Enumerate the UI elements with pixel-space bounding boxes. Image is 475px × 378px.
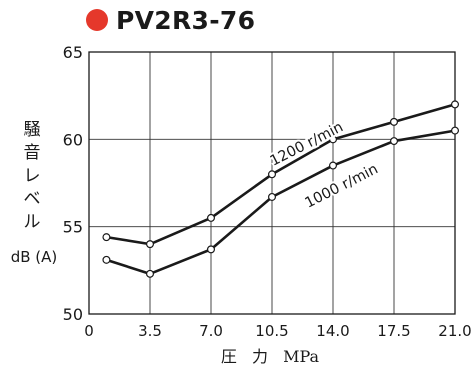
x-tick-label: 17.5: [377, 322, 410, 340]
x-tick-label: 21.0: [438, 322, 471, 340]
x-tick-labels: 0 3.5 7.0 10.5 14.0 17.5 21.0: [84, 322, 471, 340]
x-tick-label: 7.0: [199, 322, 223, 340]
x-tick-label: 10.5: [255, 322, 288, 340]
grid-lines: [89, 52, 455, 314]
data-point: [390, 117, 399, 126]
bullet-dot-icon: [86, 9, 108, 31]
series-line: [106, 103, 456, 246]
chart-title: PV2R3-76: [116, 5, 256, 35]
x-tick-label: 0: [84, 322, 94, 340]
plot-frame: [88, 51, 456, 315]
data-point: [451, 126, 460, 135]
data-point: [329, 161, 338, 170]
series-label: 1000 r/min: [303, 161, 381, 211]
y-tick-label: 55: [63, 218, 83, 237]
x-tick-label: 14.0: [316, 322, 349, 340]
y-tick-label: 50: [63, 305, 83, 324]
y-axis-label-char: 音: [24, 143, 41, 163]
y-axis-label-char: レ: [24, 166, 41, 186]
y-axis-label-char: 騒: [24, 120, 41, 140]
data-point: [207, 213, 216, 222]
y-axis-label-char: ベ: [24, 189, 41, 209]
series-0: 1200 r/min: [102, 100, 460, 249]
x-tick-label: 3.5: [138, 322, 162, 340]
data-point: [268, 192, 277, 201]
y-tick-labels: 50 55 60 65: [63, 43, 83, 324]
data-point: [102, 233, 111, 242]
data-point: [268, 170, 277, 179]
y-tick-label: 60: [63, 130, 83, 149]
data-point: [207, 245, 216, 254]
data-point: [329, 135, 338, 144]
data-point: [390, 137, 399, 146]
y-axis-label-char: ル: [24, 212, 41, 232]
data-point: [146, 269, 155, 278]
x-axis-label: 圧 力 MPa: [221, 347, 320, 366]
data-point: [146, 240, 155, 249]
y-tick-label: 65: [63, 43, 83, 62]
data-point: [451, 100, 460, 109]
data-point: [102, 255, 111, 264]
y-axis-unit: dB (A): [11, 248, 58, 266]
chart-title-row: PV2R3-76: [86, 3, 255, 37]
